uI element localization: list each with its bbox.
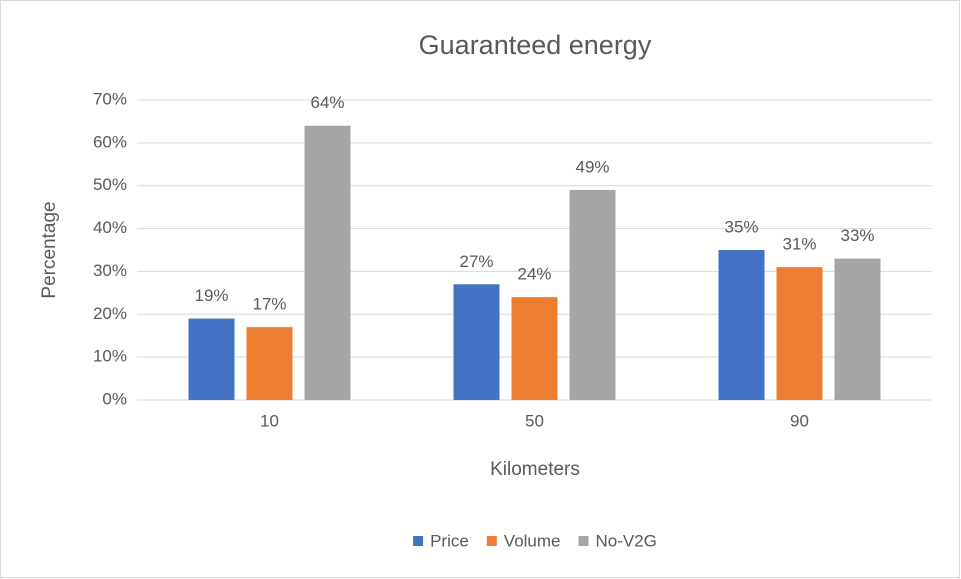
data-label: 64% (310, 93, 344, 112)
y-tick-label: 40% (93, 218, 127, 237)
data-label: 49% (575, 157, 609, 176)
data-label: 17% (252, 295, 286, 314)
bar (776, 267, 823, 400)
x-tick-label: 90 (790, 411, 809, 430)
y-tick-label: 10% (93, 347, 127, 366)
bar (511, 297, 558, 400)
bar (718, 250, 765, 400)
data-label: 35% (724, 217, 758, 236)
legend-swatch (486, 536, 497, 546)
y-tick-label: 30% (93, 261, 127, 280)
bar (834, 258, 881, 400)
data-label: 19% (194, 286, 228, 305)
legend-label: Price (430, 531, 469, 550)
bar (304, 125, 351, 400)
x-tick-label: 10 (260, 411, 279, 430)
y-tick-label: 50% (93, 175, 127, 194)
x-axis-label: Kilometers (490, 459, 580, 480)
bar (246, 327, 293, 400)
legend-swatch (578, 536, 589, 546)
y-tick-label: 0% (102, 389, 127, 408)
data-label: 31% (782, 235, 816, 254)
y-axis-label: Percentage (39, 201, 60, 298)
y-tick-label: 60% (93, 132, 127, 151)
bar (188, 318, 235, 400)
legend-label: Volume (504, 531, 561, 550)
x-tick-label: 50 (525, 411, 544, 430)
bar (569, 190, 616, 400)
data-label: 27% (459, 252, 493, 271)
y-tick-label: 20% (93, 304, 127, 323)
y-tick-label: 70% (93, 89, 127, 108)
legend-label: No-V2G (596, 531, 657, 550)
legend-swatch (413, 536, 424, 546)
chart-title: Guaranteed energy (419, 30, 652, 60)
data-label: 24% (517, 265, 551, 284)
bar (453, 284, 500, 400)
data-label: 33% (840, 226, 874, 245)
